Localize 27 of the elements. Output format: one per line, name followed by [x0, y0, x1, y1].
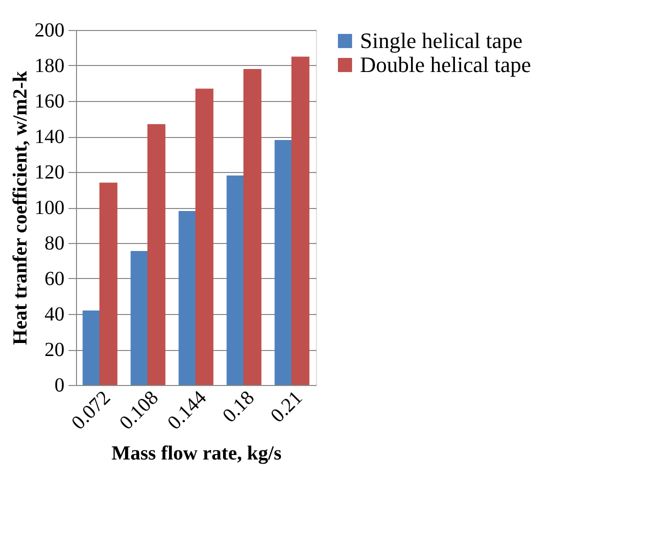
bar	[243, 69, 262, 385]
bar	[291, 56, 310, 385]
y-tick-label: 80	[44, 232, 64, 254]
y-axis-title: Heat tranfer coefficient, w/m2-k	[10, 70, 32, 345]
x-tick-label: 0.21	[266, 386, 307, 428]
bar	[195, 88, 214, 385]
bar	[99, 182, 118, 385]
y-tick-label: 200	[34, 20, 64, 42]
y-tick-label: 180	[34, 55, 64, 77]
y-tick-label: 0	[54, 374, 64, 396]
y-tick-label: 20	[44, 339, 64, 361]
bar	[274, 140, 293, 385]
y-tick-label: 160	[34, 90, 64, 112]
y-tick-label: 120	[34, 162, 64, 184]
y-tick-label: 100	[34, 197, 64, 219]
bar	[82, 310, 101, 385]
legend-label: Double helical tape	[360, 52, 532, 77]
bar	[147, 124, 166, 385]
bar	[130, 250, 149, 385]
y-tick-label: 40	[44, 304, 64, 326]
x-axis-title: Mass flow rate, kg/s	[112, 442, 282, 464]
x-tick-label: 0.18	[218, 386, 259, 428]
y-tick-label: 60	[44, 268, 64, 290]
y-tick-label: 140	[34, 126, 64, 148]
bar	[226, 176, 245, 385]
bar	[178, 211, 197, 385]
legend-label: Single helical tape	[360, 28, 522, 53]
